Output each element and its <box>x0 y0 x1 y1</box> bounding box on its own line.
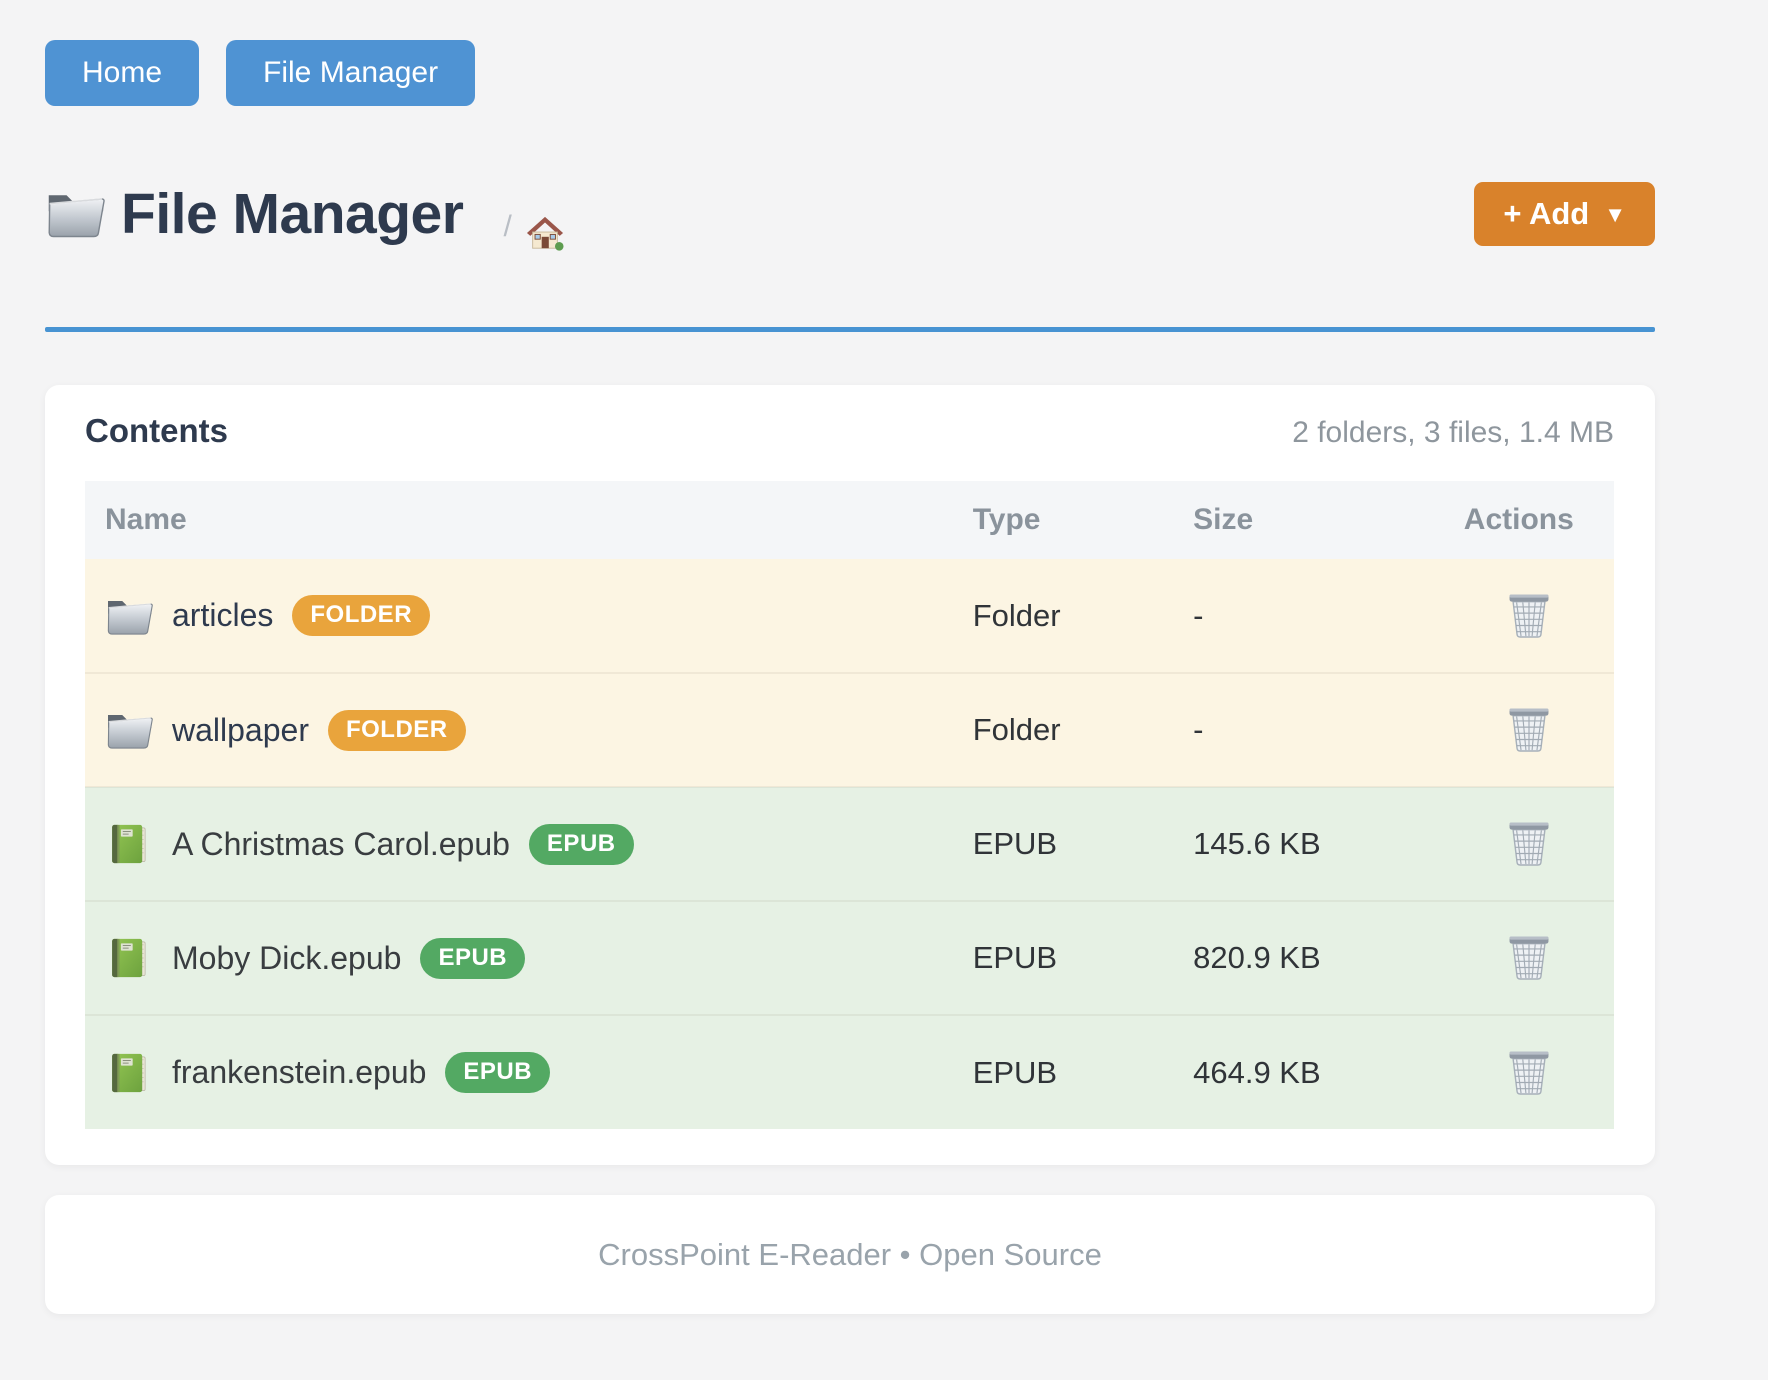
house-icon[interactable] <box>526 214 564 252</box>
delete-button[interactable] <box>1502 813 1556 871</box>
top-nav: Home File Manager <box>45 40 1655 106</box>
epub-badge: EPUB <box>528 823 634 865</box>
epub-badge: EPUB <box>445 1052 551 1093</box>
folder-badge: FOLDER <box>292 595 431 636</box>
book-icon <box>105 1051 153 1095</box>
nav-home-button[interactable]: Home <box>45 40 200 106</box>
size-cell: - <box>1193 597 1204 633</box>
table-row: A Christmas Carol.epub EPUB EPUB 145.6 K… <box>85 787 1614 901</box>
page-title: File Manager <box>121 181 464 246</box>
chevron-down-icon: ▼ <box>1604 202 1626 227</box>
contents-title: Contents <box>85 412 228 449</box>
type-cell: EPUB <box>972 940 1058 975</box>
size-cell: 464.9 KB <box>1193 1054 1321 1090</box>
delete-button[interactable] <box>1502 699 1556 757</box>
book-icon <box>105 822 153 866</box>
file-name: Moby Dick.epub <box>172 939 402 976</box>
type-cell: EPUB <box>972 826 1058 861</box>
nav-file-manager-button[interactable]: File Manager <box>226 40 476 106</box>
table-row: frankenstein.epub EPUB EPUB 464.9 KB <box>85 1015 1614 1129</box>
size-cell: 145.6 KB <box>1193 826 1321 861</box>
delete-button[interactable] <box>1502 585 1556 643</box>
table-header-row: Name Type Size Actions <box>85 481 1614 559</box>
trash-icon <box>1506 1046 1552 1096</box>
folder-icon <box>45 187 105 241</box>
size-cell: 820.9 KB <box>1193 940 1321 975</box>
table-row: Moby Dick.epub EPUB EPUB 820.9 KB <box>85 901 1614 1015</box>
file-name: frankenstein.epub <box>172 1054 427 1090</box>
column-header-actions: Actions <box>1423 481 1614 559</box>
trash-icon <box>1506 589 1552 639</box>
column-header-type: Type <box>952 481 1174 559</box>
type-cell: Folder <box>972 597 1061 633</box>
trash-icon <box>1506 703 1552 753</box>
column-header-name: Name <box>85 481 953 559</box>
footer-card: CrossPoint E-Reader • Open Source <box>45 1195 1655 1314</box>
folder-icon <box>105 594 153 638</box>
table-row: wallpaper FOLDER Folder - <box>85 673 1614 787</box>
column-header-size: Size <box>1173 481 1424 559</box>
add-button-label: + Add <box>1503 196 1590 231</box>
file-name: A Christmas Carol.epub <box>172 825 510 862</box>
folder-name-link[interactable]: articles <box>172 597 274 633</box>
table-row: articles FOLDER Folder - <box>85 559 1614 673</box>
page-header: File Manager / + Add ▼ <box>45 174 1655 254</box>
contents-summary: 2 folders, 3 files, 1.4 MB <box>1292 416 1614 449</box>
delete-button[interactable] <box>1502 1042 1556 1100</box>
folder-badge: FOLDER <box>327 709 466 751</box>
folder-name-link[interactable]: wallpaper <box>172 711 309 748</box>
delete-button[interactable] <box>1502 927 1556 985</box>
contents-card: Contents 2 folders, 3 files, 1.4 MB Name… <box>45 385 1655 1165</box>
book-icon <box>105 936 153 980</box>
type-cell: EPUB <box>972 1054 1058 1090</box>
folder-icon <box>105 708 153 752</box>
size-cell: - <box>1193 712 1204 747</box>
epub-badge: EPUB <box>420 937 526 979</box>
trash-icon <box>1506 817 1552 867</box>
title-divider <box>45 327 1655 332</box>
file-table: Name Type Size Actions articles FOLDER <box>85 481 1614 1129</box>
add-button[interactable]: + Add ▼ <box>1474 182 1655 246</box>
breadcrumb-separator: / <box>503 210 512 243</box>
footer-text: CrossPoint E-Reader • Open Source <box>598 1236 1102 1272</box>
contents-card-header: Contents 2 folders, 3 files, 1.4 MB <box>85 409 1614 455</box>
trash-icon <box>1506 931 1552 981</box>
type-cell: Folder <box>972 712 1061 747</box>
